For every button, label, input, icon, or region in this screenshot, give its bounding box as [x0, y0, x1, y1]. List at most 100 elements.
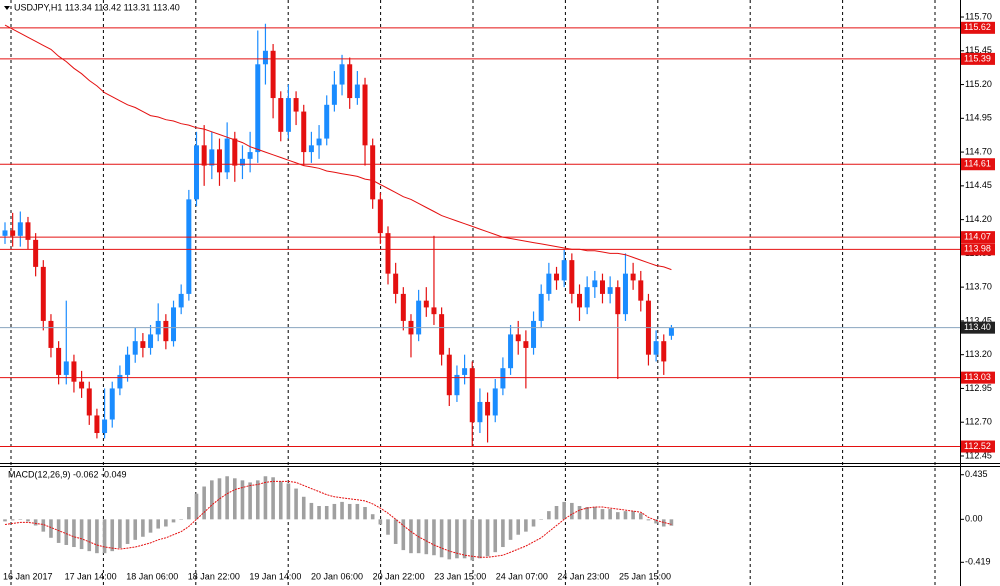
macd-bar — [363, 507, 367, 520]
y-tick-label: 112.70 — [965, 417, 992, 427]
macd-bar — [577, 506, 582, 520]
y-tick-label: 114.70 — [965, 146, 992, 156]
macd-bar — [393, 519, 398, 544]
macd-bar — [508, 519, 513, 540]
candle-body — [661, 341, 667, 362]
macd-bar — [255, 480, 260, 520]
y-tick-label: 112.95 — [965, 383, 992, 393]
macd-bar — [424, 519, 429, 555]
macd-bar — [608, 509, 612, 520]
macd-bar — [286, 483, 291, 520]
candle-body — [293, 98, 299, 112]
macd-bar — [654, 519, 658, 524]
candle-body — [492, 388, 498, 416]
macd-bar — [118, 519, 122, 549]
macd-bar — [562, 501, 566, 520]
macd-bar — [432, 519, 436, 556]
level-box — [961, 440, 995, 453]
macd-bar — [317, 506, 321, 520]
candle-body — [439, 314, 445, 355]
macd-bar — [554, 506, 559, 520]
macd-bar — [164, 519, 168, 527]
macd-bar — [110, 519, 115, 552]
candle-body — [508, 334, 514, 369]
candle-body — [446, 354, 452, 396]
macd-bar — [217, 478, 222, 520]
level-box — [961, 243, 995, 256]
macd-bar — [439, 519, 444, 558]
candle-body — [615, 287, 621, 315]
macd-bar — [355, 503, 360, 520]
macd-bar — [593, 507, 597, 520]
level-box — [961, 231, 995, 244]
macd-bar — [171, 519, 176, 523]
candle-body — [622, 273, 628, 315]
candle-body — [607, 287, 613, 294]
level-label: 115.62 — [964, 22, 991, 32]
x-tick-label: 18 Jan 06:00 — [126, 571, 178, 581]
macd-bar — [638, 513, 643, 520]
macd-bar — [332, 503, 337, 520]
candle-body — [25, 222, 31, 240]
macd-bar — [102, 519, 107, 554]
level-label: 115.39 — [964, 53, 991, 63]
candle-body — [423, 300, 429, 308]
macd-bar — [539, 519, 543, 520]
macd-bar — [401, 519, 406, 551]
candle-body — [285, 98, 291, 132]
y-tick-label: 113.70 — [965, 282, 992, 292]
macd-bar — [194, 493, 199, 520]
current-price-box — [961, 321, 995, 334]
candle-body — [400, 293, 406, 321]
macd-bar — [524, 519, 528, 532]
candle-body — [569, 260, 575, 294]
candle-body — [523, 341, 529, 348]
macd-bar — [3, 519, 7, 522]
candle-body — [668, 327, 674, 336]
signal-line — [4, 480, 672, 558]
candle-body — [638, 280, 644, 301]
x-tick-label: 19 Jan 14:00 — [249, 571, 301, 581]
macd-bar — [669, 519, 674, 526]
macd-bar — [125, 519, 130, 544]
x-tick-label: 23 Jan 15:00 — [434, 571, 486, 581]
macd-bar — [49, 519, 53, 538]
macd-bar — [141, 519, 145, 537]
y-tick-label: 0.435 — [965, 469, 988, 479]
macd-bar — [294, 488, 298, 520]
candle-body — [224, 138, 230, 173]
candle-body — [278, 98, 284, 132]
candle-body — [561, 260, 567, 281]
candle-body — [56, 347, 62, 375]
candle-body — [209, 149, 215, 166]
macd-bar — [623, 511, 628, 520]
level-box — [961, 158, 995, 171]
level-label: 113.98 — [964, 244, 991, 254]
macd-bar — [631, 511, 635, 520]
candle-body — [354, 84, 360, 99]
macd-bar — [616, 512, 620, 520]
macd-bar — [516, 519, 521, 535]
macd-bar — [278, 481, 283, 520]
symbol-icon — [4, 6, 10, 10]
candle-body — [592, 280, 598, 288]
macd-bar — [493, 519, 498, 553]
candle-body — [316, 138, 322, 146]
y-tick-label: 115.20 — [965, 79, 992, 89]
macd-bar — [347, 503, 352, 520]
macd-bar — [10, 519, 15, 521]
candle-body — [140, 341, 146, 348]
candle-body — [454, 374, 460, 396]
candle-body — [362, 84, 368, 146]
y-tick-label: 114.95 — [965, 113, 992, 123]
macd-bar — [547, 511, 551, 520]
candle-body — [331, 84, 337, 105]
candle-body — [500, 368, 506, 389]
macd-bar — [87, 519, 92, 552]
x-tick-label: 16 Jan 2017 — [3, 571, 53, 581]
x-tick-label: 18 Jan 22:00 — [188, 571, 240, 581]
macd-bar — [301, 496, 306, 520]
candle-body — [531, 320, 537, 348]
macd-bar — [646, 519, 651, 521]
candle-body — [469, 368, 475, 423]
